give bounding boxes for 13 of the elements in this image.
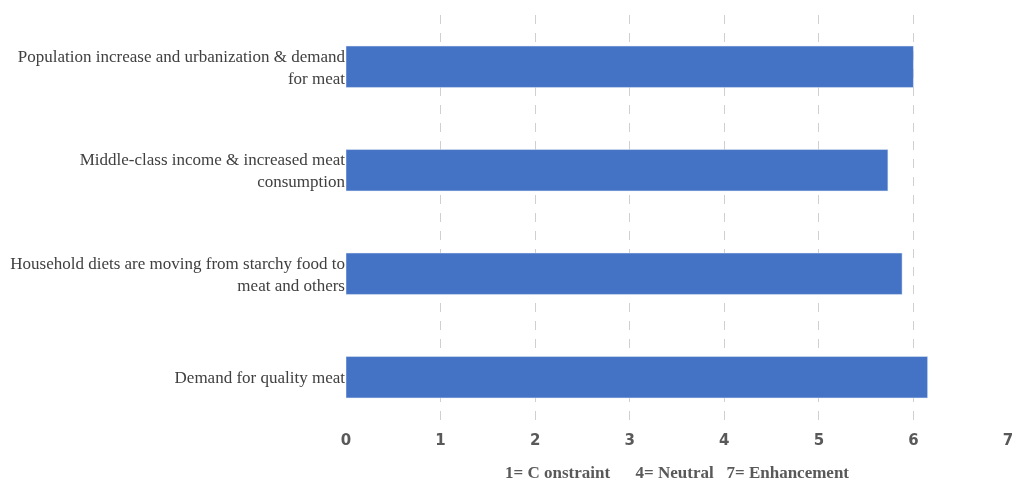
y-tick-label: Demand for quality meat (174, 368, 346, 388)
y-tick-label: Middle-class income & increased meat consumption (79, 150, 346, 192)
y-tick-label: Population increase and urbanization & demand for meat (17, 46, 346, 88)
x-tick-label: 0 (340, 431, 352, 449)
x-tick-label: 6 (908, 431, 919, 449)
x-tick-label: 4 (719, 431, 730, 449)
x-axis-title: 1= C onstraint 4= Neutral 7= Enhancement (504, 463, 850, 483)
x-tick-label: 3 (624, 431, 635, 449)
x-tick-label: 1 (435, 431, 446, 449)
x-tick-label: 2 (529, 431, 541, 449)
x-tick-label: 7 (1002, 431, 1014, 449)
x-tick-label: 5 (813, 431, 825, 449)
y-tick-label: Household diets are moving from starchy food to meat and others (10, 253, 345, 295)
